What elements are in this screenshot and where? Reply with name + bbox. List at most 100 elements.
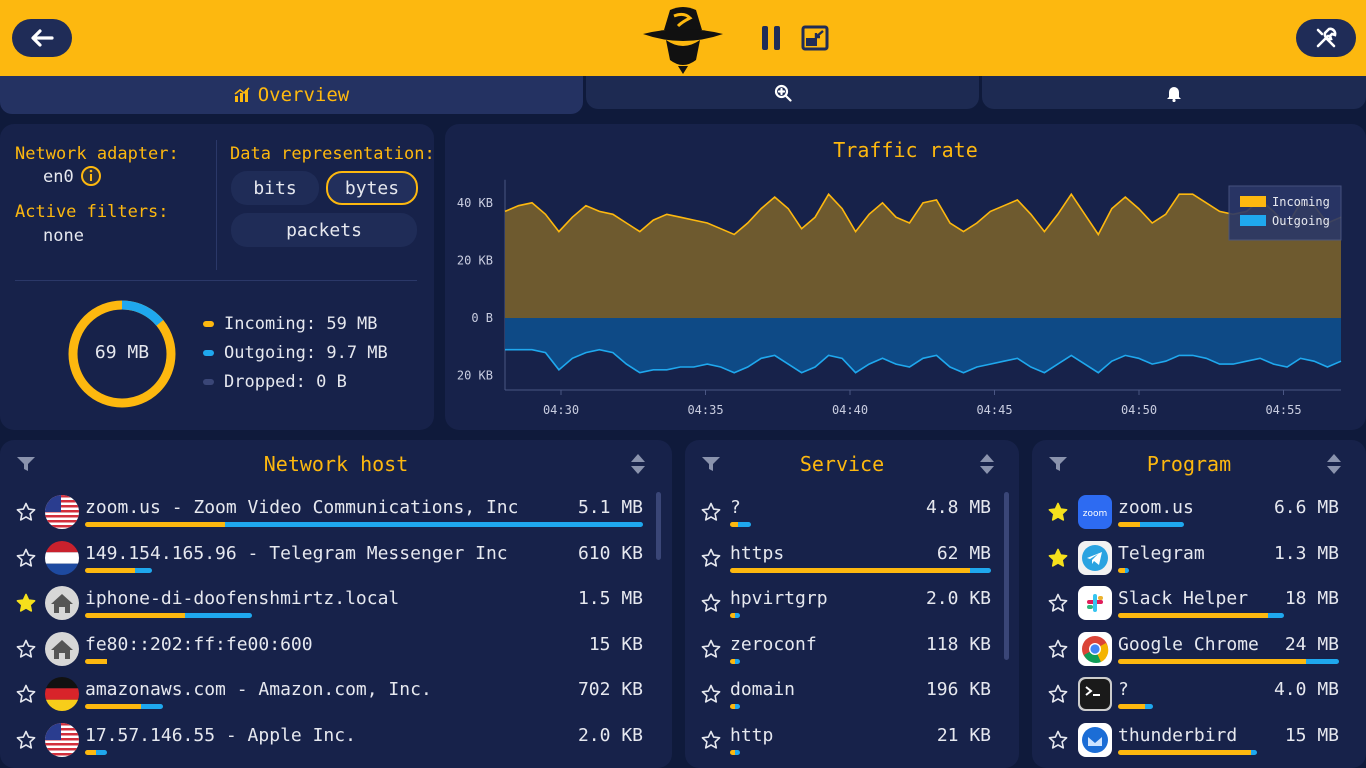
- host-filter-icon[interactable]: [17, 457, 35, 471]
- program-value: 15 MB: [1284, 724, 1339, 746]
- outgoing-bar: [1268, 613, 1284, 618]
- host-row[interactable]: fe80::202:ff:fe00:600 15 KB: [14, 629, 654, 669]
- outgoing-bar: [135, 567, 152, 573]
- host-row[interactable]: amazonaws.com - Amazon.com, Inc. 702 KB: [14, 674, 654, 714]
- pause-icon[interactable]: [760, 24, 782, 52]
- program-row[interactable]: Google Chrome He… 24 MB: [1046, 629, 1346, 669]
- y-tick-label: 20 KB: [457, 369, 493, 383]
- incoming-bar: [730, 704, 736, 709]
- star-outline-icon[interactable]: [1048, 593, 1068, 617]
- info-icon[interactable]: [80, 165, 102, 187]
- service-sort-icon[interactable]: [979, 454, 995, 474]
- tab-overview[interactable]: Overview: [0, 76, 583, 114]
- dropped-total: Dropped: 0 B: [203, 372, 347, 392]
- outgoing-bar: [1250, 749, 1258, 755]
- program-filter-icon[interactable]: [1049, 457, 1067, 471]
- host-value: 610 KB: [577, 542, 643, 564]
- program-value: 6.6 MB: [1273, 497, 1339, 518]
- program-row[interactable]: Slack Helper 18 MB: [1046, 583, 1346, 623]
- incoming-bar: [1118, 704, 1145, 709]
- host-value: 1.5 MB: [577, 588, 643, 609]
- flag-us-icon: [45, 722, 79, 761]
- program-value: 1.3 MB: [1273, 542, 1339, 564]
- star-outline-icon[interactable]: [701, 730, 721, 754]
- program-row[interactable]: zoom zoom.us 6.6 MB: [1046, 492, 1346, 532]
- host-sort-icon[interactable]: [630, 454, 646, 474]
- program-row[interactable]: thunderbird 15 MB: [1046, 720, 1346, 760]
- service-title: Service: [799, 452, 885, 476]
- bytes-button[interactable]: bytes: [326, 171, 418, 205]
- service-value: 21 KB: [936, 724, 991, 746]
- outgoing-bar: [735, 749, 741, 755]
- picture-in-picture-icon[interactable]: [801, 25, 829, 51]
- settings-button[interactable]: [1296, 19, 1356, 57]
- service-row[interactable]: https 62 MB: [698, 538, 998, 578]
- program-row[interactable]: ? 4.0 MB: [1046, 674, 1346, 714]
- service-scrollbar[interactable]: [1004, 492, 1009, 660]
- service-value: 118 KB: [925, 633, 991, 655]
- y-tick-label: 40 KB: [457, 196, 493, 210]
- program-row[interactable]: Telegram 1.3 MB: [1046, 538, 1346, 578]
- star-filled-icon[interactable]: [1048, 502, 1068, 526]
- star-outline-icon[interactable]: [1048, 684, 1068, 708]
- service-filter-icon[interactable]: [702, 457, 720, 471]
- host-row[interactable]: 149.154.165.96 - Telegram Messenger Inc 6…: [14, 538, 654, 578]
- service-row[interactable]: ? 4.8 MB: [698, 492, 998, 532]
- star-filled-icon[interactable]: [1048, 548, 1068, 572]
- traffic-donut: [68, 300, 176, 408]
- network-adapter-value: en0: [43, 167, 74, 187]
- donut-outgoing-arc: [68, 300, 176, 408]
- star-outline-icon[interactable]: [16, 684, 36, 708]
- incoming-bar: [1118, 613, 1269, 618]
- star-outline-icon[interactable]: [16, 502, 36, 526]
- service-value: 2.0 KB: [925, 588, 991, 609]
- service-row[interactable]: zeroconf 118 KB: [698, 629, 998, 669]
- host-row[interactable]: 17.57.146.55 - Apple Inc. 2.0 KB: [14, 720, 654, 760]
- outgoing-bar: [735, 704, 741, 709]
- outgoing-total-text: Outgoing: 9.7 MB: [224, 343, 388, 363]
- program-sort-icon[interactable]: [1326, 454, 1342, 474]
- incoming-total: Incoming: 59 MB: [203, 314, 378, 334]
- chart-legend: Incoming Outgoing: [1228, 185, 1342, 241]
- host-row[interactable]: zoom.us - Zoom Video Communications, Inc…: [14, 492, 654, 532]
- service-value: 4.8 MB: [925, 497, 991, 518]
- x-tick-label: 04:55: [1265, 403, 1301, 417]
- star-outline-icon[interactable]: [701, 639, 721, 663]
- service-name: hpvirtgrp: [730, 588, 828, 609]
- service-row[interactable]: http 21 KB: [698, 720, 998, 760]
- star-outline-icon[interactable]: [701, 548, 721, 572]
- star-outline-icon[interactable]: [16, 730, 36, 754]
- outgoing-dot: [203, 350, 214, 356]
- star-filled-icon[interactable]: [16, 593, 36, 617]
- host-row[interactable]: iphone-di-doofenshmirtz.local 1.5 MB: [14, 583, 654, 623]
- service-name: zeroconf: [730, 633, 817, 655]
- back-button[interactable]: [12, 19, 72, 57]
- tab-inspect[interactable]: [586, 76, 979, 109]
- x-tick-label: 04:30: [543, 403, 579, 417]
- star-outline-icon[interactable]: [1048, 730, 1068, 754]
- outgoing-bar: [224, 522, 643, 527]
- star-outline-icon[interactable]: [16, 548, 36, 572]
- service-row[interactable]: domain 196 KB: [698, 674, 998, 714]
- outgoing-bar: [1140, 522, 1185, 527]
- tab-notifications[interactable]: [982, 76, 1366, 109]
- star-outline-icon[interactable]: [1048, 639, 1068, 663]
- host-name: fe80::202:ff:fe00:600: [85, 633, 313, 655]
- service-row[interactable]: hpvirtgrp 2.0 KB: [698, 583, 998, 623]
- legend-label-incoming: Incoming: [1272, 195, 1330, 209]
- incoming-bar: [1118, 749, 1251, 755]
- star-outline-icon[interactable]: [701, 593, 721, 617]
- outgoing-bar: [737, 522, 751, 527]
- service-name: domain: [730, 679, 796, 700]
- star-outline-icon[interactable]: [701, 684, 721, 708]
- x-tick-label: 04:35: [687, 403, 723, 417]
- host-scrollbar[interactable]: [656, 492, 661, 560]
- network-host-panel: [0, 440, 672, 768]
- packets-button[interactable]: packets: [231, 213, 417, 247]
- host-name: iphone-di-doofenshmirtz.local: [85, 588, 400, 609]
- star-outline-icon[interactable]: [701, 502, 721, 526]
- bits-button[interactable]: bits: [231, 171, 319, 205]
- incoming-bar: [85, 704, 141, 709]
- slack-app-icon: [1078, 586, 1112, 624]
- star-outline-icon[interactable]: [16, 639, 36, 663]
